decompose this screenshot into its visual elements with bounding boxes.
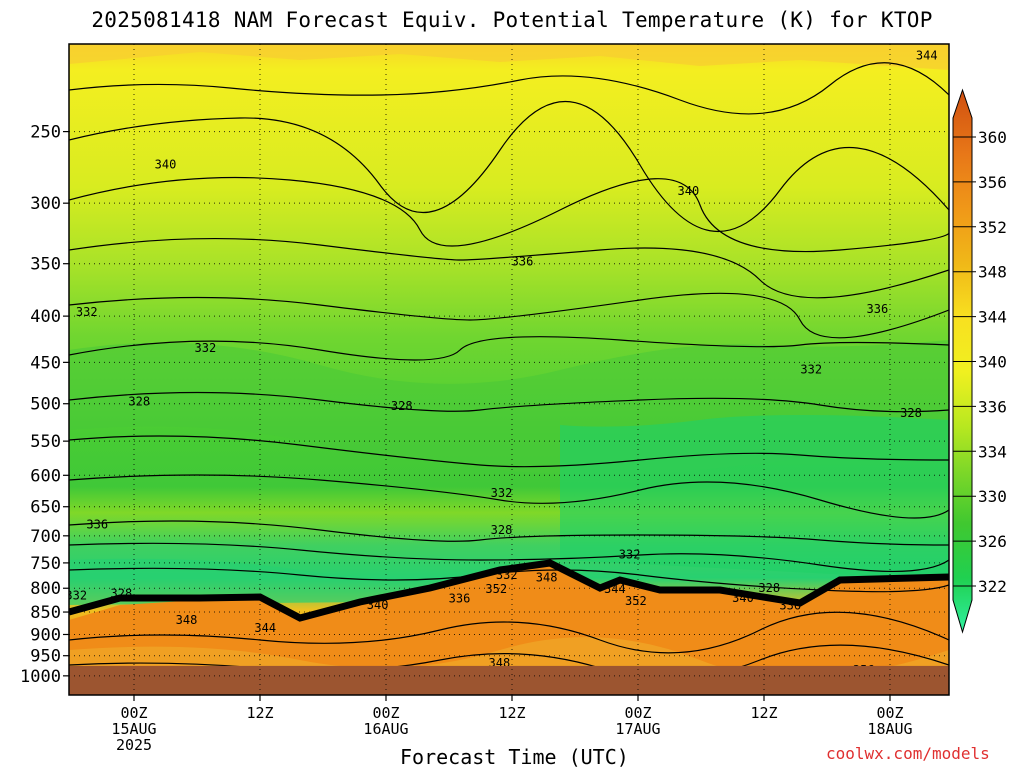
contour-label: 332 (195, 341, 217, 355)
y-axis: 2503003504004505005506006507007508008509… (20, 123, 69, 687)
colorbar-tick-label: 356 (978, 173, 1007, 192)
y-tick-label: 750 (30, 554, 61, 574)
contour-label: 336 (867, 302, 889, 316)
field-band-326-east (560, 415, 949, 580)
contour-label: 348 (176, 613, 198, 627)
contour-label: 332 (619, 547, 641, 561)
contour-label: 324 (0, 563, 21, 577)
contour-label: 336 (512, 254, 534, 268)
x-axis-title: Forecast Time (UTC) (400, 745, 629, 769)
x-tick-label: 12Z (498, 704, 525, 722)
colorbar-tick-label: 348 (978, 263, 1007, 282)
contour-label: 332 (0, 537, 21, 551)
contour-label: 332 (6, 423, 28, 437)
y-tick-label: 450 (30, 353, 61, 373)
x-tick-label: 12Z (246, 704, 273, 722)
x-tick-label: 15AUG (111, 720, 156, 738)
y-tick-label: 250 (30, 123, 61, 143)
y-tick-label: 700 (30, 527, 61, 547)
y-tick-label: 500 (30, 395, 61, 415)
contour-label: 328 (128, 394, 150, 408)
colorbar-tick-label: 322 (978, 577, 1007, 596)
contour-label: 332 (491, 486, 513, 500)
contour-label: 344 (604, 582, 626, 596)
x-tick-label: 12Z (750, 704, 777, 722)
y-tick-label: 800 (30, 579, 61, 599)
colorbar-tick-label: 326 (978, 532, 1007, 551)
x-tick-label: 00Z (372, 704, 399, 722)
contour-label: 340 (367, 598, 389, 612)
y-tick-label: 400 (30, 307, 61, 327)
colorbar-tick-label: 344 (978, 308, 1007, 327)
plot-frame (68, 43, 950, 696)
grid-lines (69, 44, 949, 695)
contour-label: 340 (732, 591, 754, 605)
y-tick-label: 350 (30, 255, 61, 275)
contour-label: 344 (916, 49, 938, 63)
contour-label: 332 (800, 362, 822, 376)
colorbar: 322 326 330 334 336 340 344 348 352 356 360 (952, 88, 1007, 634)
contour-label: 332 (65, 589, 87, 603)
contour-label: 328 (900, 406, 922, 420)
contour-label: 332 (496, 568, 518, 582)
x-tick-label: 00Z (876, 704, 903, 722)
contour-label: 332 (76, 305, 98, 319)
x-tick-label: 2025 (116, 736, 152, 754)
colorbar-tick-label: 336 (978, 397, 1007, 416)
y-tick-label: 650 (30, 498, 61, 518)
x-tick-label: 17AUG (615, 720, 660, 738)
contour-label: 344 (254, 621, 276, 635)
ground-below-surface (69, 665, 949, 695)
colorbar-tick-label: 352 (978, 218, 1007, 237)
y-tick-label: 850 (30, 603, 61, 623)
contour-label: 328 (391, 399, 413, 413)
chart-title: 2025081418 NAM Forecast Equiv. Potential… (91, 8, 933, 32)
colorbar-tick-label: 334 (978, 442, 1007, 461)
y-tick-label: 900 (30, 625, 61, 645)
site-credit[interactable]: coolwx.com/models (826, 744, 990, 763)
contour-label: 336 (86, 517, 108, 531)
y-tick-label: 1000 (20, 667, 61, 687)
contour-label: 328 (111, 587, 133, 601)
contour-label: 328 (491, 523, 513, 537)
colorbar-ticks: 322 326 330 334 336 340 344 348 352 356 360 (953, 128, 1007, 596)
colorbar-tick-label: 330 (978, 487, 1007, 506)
field-band-344 (69, 44, 949, 70)
contour-label: 352 (485, 582, 507, 596)
contour-label: 336 (779, 599, 801, 613)
x-tick-label: 18AUG (867, 720, 912, 738)
y-tick-label: 950 (30, 647, 61, 667)
x-tick-label: 00Z (120, 704, 147, 722)
y-tick-label: 300 (30, 194, 61, 214)
contour-label: 340 (678, 184, 700, 198)
inversion-contour-band (69, 559, 949, 622)
y-tick-label: 600 (30, 466, 61, 486)
contour-label: 352 (625, 594, 647, 608)
contour-label: 340 (155, 158, 177, 172)
contour-label: 328 (0, 549, 21, 563)
contour-label: 348 (536, 570, 558, 584)
x-tick-label: 00Z (624, 704, 651, 722)
colorbar-tick-label: 340 (978, 353, 1007, 372)
colorbar-tick-label: 360 (978, 128, 1007, 147)
y-tick-label: 550 (30, 432, 61, 452)
x-tick-label: 16AUG (363, 720, 408, 738)
contour-label: 336 (449, 591, 471, 605)
